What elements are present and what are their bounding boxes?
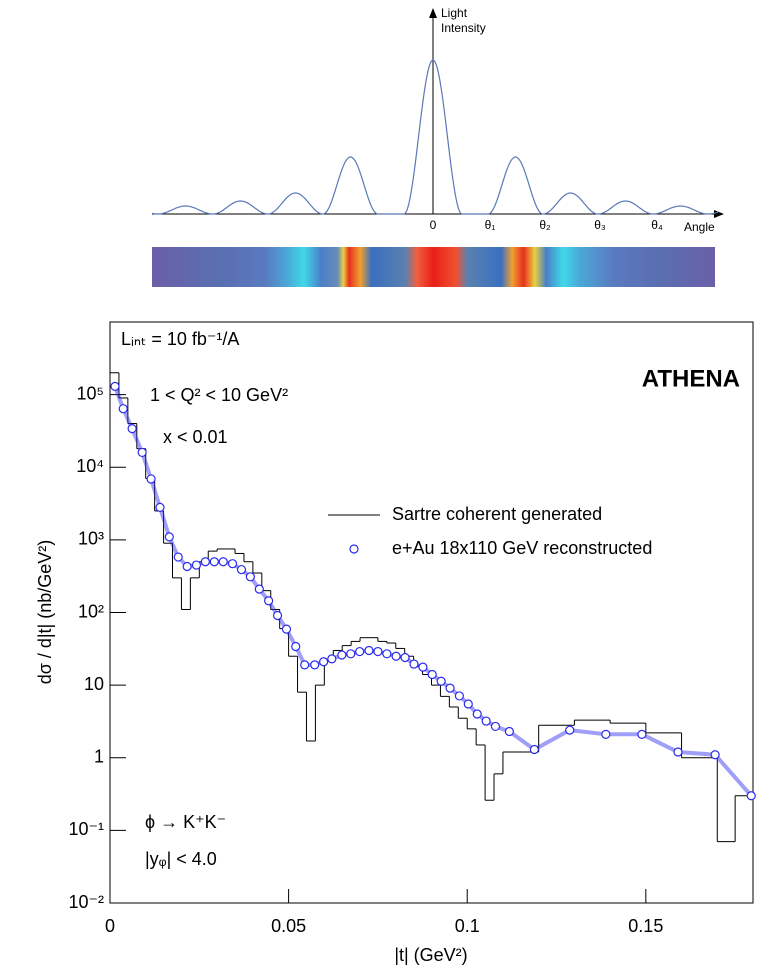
data-point [418, 662, 428, 672]
annotation: 1 < Q² < 10 GeV² [150, 385, 288, 405]
data-point [346, 649, 356, 659]
data-point [445, 683, 455, 693]
x-tick-label: 0 [105, 916, 115, 936]
data-point [110, 381, 120, 391]
data-point [319, 657, 329, 667]
y-tick-label: 10² [78, 601, 104, 621]
data-point [710, 750, 720, 760]
y-tick-label: 10⁴ [76, 456, 104, 476]
data-point [281, 624, 292, 634]
data-point [182, 561, 192, 572]
data-point [746, 791, 756, 801]
annotation: ATHENA [642, 365, 740, 392]
angle-label: θ₃ [594, 218, 606, 232]
y-tick-label: 10⁻² [68, 892, 104, 912]
data-point [209, 557, 219, 567]
data-point [463, 699, 473, 709]
data-point [355, 646, 365, 657]
angle-label: θ₂ [539, 218, 551, 232]
data-point [490, 721, 501, 732]
x-tick-label: 0.15 [628, 916, 663, 936]
annotation: |yᵩ| < 4.0 [145, 849, 217, 869]
y-tick-label: 10⁻¹ [68, 819, 104, 839]
y-tick-label: 10³ [78, 529, 104, 549]
data-point [382, 649, 392, 659]
data-point [601, 729, 611, 739]
y-tick-label: 10⁵ [77, 383, 104, 403]
data-point [272, 610, 283, 621]
data-point [300, 660, 310, 670]
angle-label: θ₁ [485, 218, 496, 232]
data-point [673, 747, 683, 757]
data-point [155, 502, 165, 513]
data-point [472, 709, 482, 719]
data-point [173, 552, 183, 562]
data-point [245, 572, 255, 582]
data-point [191, 560, 202, 570]
data-point [264, 596, 274, 606]
legend-swatch [349, 544, 359, 554]
data-point [454, 691, 464, 701]
data-point [565, 725, 575, 735]
data-point [137, 447, 147, 458]
intensity-curve [151, 59, 719, 215]
data-point [254, 584, 264, 594]
data-point [127, 424, 137, 434]
data-point [310, 660, 320, 670]
data-point [436, 676, 446, 686]
y-axis-label: dσ / d|t| (nb/GeV²) [35, 540, 55, 685]
legend-label: Sartre coherent generated [392, 504, 602, 524]
x-axis-label: |t| (GeV²) [394, 945, 467, 965]
data-point [391, 651, 401, 661]
annotation: Lᵢₙₜ = 10 fb⁻¹/A [121, 329, 239, 349]
angle-label: θ₄ [651, 218, 663, 232]
intensity-band [152, 247, 715, 287]
arrow [714, 210, 724, 218]
data-point [200, 557, 210, 567]
annotation: x < 0.01 [163, 427, 228, 447]
data-point [291, 641, 301, 652]
data-point [146, 474, 156, 484]
x-tick-label: 0.1 [455, 916, 480, 936]
axis-label: Light [441, 6, 468, 20]
y-tick-label: 1 [94, 747, 104, 767]
arrow [429, 8, 437, 18]
legend-label: e+Au 18x110 GeV reconstructed [392, 538, 652, 558]
annotation: ϕ → K⁺K⁻ [145, 812, 226, 832]
data-point [227, 559, 238, 569]
data-point [236, 564, 247, 575]
data-point [504, 726, 514, 737]
x-tick-label: 0.05 [271, 916, 306, 936]
data-point [400, 652, 410, 663]
axis-label: Angle [684, 220, 715, 234]
angle-label: 0 [430, 218, 437, 232]
data-point [218, 557, 228, 567]
series-line [113, 385, 753, 798]
data-point [337, 650, 347, 660]
data-point [409, 659, 419, 669]
data-point [164, 532, 174, 542]
data-point [327, 654, 337, 664]
y-tick-label: 10 [84, 674, 104, 694]
data-point [364, 645, 374, 656]
data-point [427, 669, 437, 680]
data-point [373, 646, 383, 657]
data-point [637, 729, 647, 739]
data-point [481, 716, 491, 726]
axis-label: Intensity [441, 21, 486, 35]
diffraction-diagram: Light Intensity 0 θ₁ θ₂ θ₃ θ₄ Angle [151, 6, 724, 287]
data-point [118, 404, 128, 414]
data-point [529, 744, 539, 755]
